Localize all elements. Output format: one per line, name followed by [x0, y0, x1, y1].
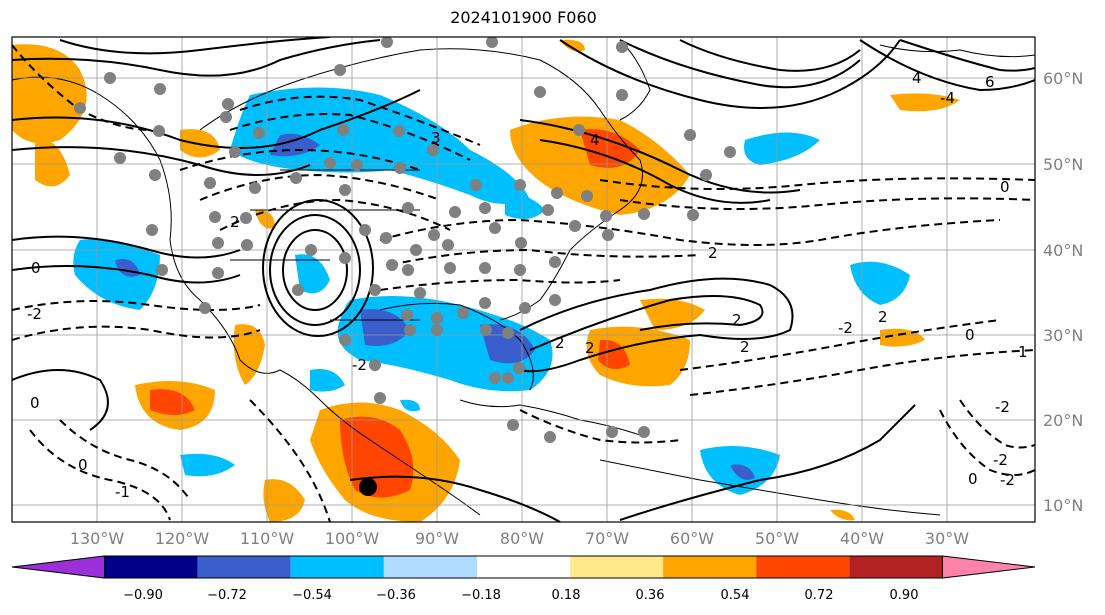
storm-marker-icon	[359, 478, 377, 496]
svg-text:-2: -2	[993, 451, 1008, 469]
svg-text:0: 0	[78, 456, 88, 474]
svg-text:40°N: 40°N	[1043, 241, 1083, 260]
svg-text:2: 2	[740, 338, 750, 356]
svg-text:-2: -2	[27, 305, 42, 323]
colorbar-segment	[849, 556, 943, 578]
latitude-labels: 60°N 50°N 40°N 30°N 20°N 10°N	[1043, 69, 1083, 515]
svg-text:50°W: 50°W	[755, 529, 799, 548]
svg-text:2: 2	[708, 244, 718, 262]
svg-text:20°N: 20°N	[1043, 411, 1083, 430]
svg-text:3: 3	[431, 129, 441, 147]
svg-text:30°W: 30°W	[925, 529, 969, 548]
svg-text:90°W: 90°W	[415, 529, 459, 548]
colorbar-segment	[383, 556, 477, 578]
dashed-contours	[12, 44, 1035, 522]
svg-text:120°W: 120°W	[155, 529, 210, 548]
map-frame	[11, 36, 1036, 523]
svg-text:6: 6	[985, 73, 995, 91]
colorbar-border	[104, 555, 943, 579]
svg-text:100°W: 100°W	[325, 529, 380, 548]
anomaly-shading	[12, 39, 960, 522]
svg-text:−0.90: −0.90	[123, 588, 163, 603]
svg-text:-2: -2	[838, 319, 853, 337]
svg-text:60°N: 60°N	[1043, 69, 1083, 88]
svg-text:0: 0	[31, 259, 41, 277]
svg-text:0: 0	[30, 394, 40, 412]
colorbar-min-extension	[11, 555, 106, 579]
station-markers	[74, 37, 736, 443]
colorbar	[11, 555, 1036, 579]
colorbar-segment	[663, 556, 757, 578]
svg-text:2: 2	[230, 213, 240, 231]
svg-text:4: 4	[912, 69, 922, 87]
contour-labels: 6 4 2 0 2 -2 0 2 3 4 -4 2 -2 0 2 -2 0 -2…	[27, 69, 1028, 501]
svg-text:−0.54: −0.54	[292, 588, 332, 603]
svg-text:40°W: 40°W	[840, 529, 884, 548]
svg-text:4: 4	[590, 131, 600, 149]
svg-text:0.36: 0.36	[636, 588, 665, 603]
map-title: 2024101900 F060	[450, 8, 597, 27]
svg-text:2: 2	[555, 334, 565, 352]
colorbar-segment	[104, 556, 198, 578]
svg-text:30°N: 30°N	[1043, 326, 1083, 345]
svg-text:-2: -2	[352, 356, 367, 374]
svg-text:50°N: 50°N	[1043, 155, 1083, 174]
svg-text:−0.18: −0.18	[461, 588, 501, 603]
svg-text:−0.72: −0.72	[207, 588, 247, 603]
svg-text:-2: -2	[995, 398, 1010, 416]
colorbar-max-extension	[941, 555, 1036, 579]
svg-text:60°W: 60°W	[670, 529, 714, 548]
svg-text:0: 0	[968, 470, 978, 488]
svg-text:70°W: 70°W	[585, 529, 629, 548]
svg-text:0.72: 0.72	[805, 588, 834, 603]
svg-text:10°N: 10°N	[1043, 496, 1083, 515]
colorbar-segment	[197, 556, 291, 578]
svg-text:1: 1	[1018, 343, 1028, 361]
svg-text:-4: -4	[940, 89, 955, 107]
svg-text:2: 2	[878, 308, 888, 326]
svg-text:-1: -1	[115, 483, 130, 501]
svg-text:0.18: 0.18	[552, 588, 581, 603]
svg-text:−0.36: −0.36	[376, 588, 416, 603]
svg-text:0.90: 0.90	[890, 588, 919, 603]
colorbar-segment	[476, 556, 571, 578]
colorbar-segment	[290, 556, 384, 578]
svg-text:2: 2	[585, 339, 595, 357]
svg-text:0.54: 0.54	[721, 588, 750, 603]
colorbar-tick-labels: −0.90 −0.72 −0.54 −0.36 −0.18 0.18 0.36 …	[123, 588, 918, 603]
svg-text:110°W: 110°W	[240, 529, 295, 548]
svg-text:130°W: 130°W	[70, 529, 125, 548]
svg-text:0: 0	[965, 326, 975, 344]
svg-text:0: 0	[1000, 178, 1010, 196]
svg-text:-2: -2	[1000, 471, 1015, 489]
solid-contours	[12, 37, 1035, 522]
longitude-labels: 130°W 120°W 110°W 100°W 90°W 80°W 70°W 6…	[70, 529, 969, 548]
colorbar-segment	[756, 556, 850, 578]
colorbar-segment	[570, 556, 664, 578]
svg-text:2: 2	[732, 311, 742, 329]
svg-text:80°W: 80°W	[500, 529, 544, 548]
